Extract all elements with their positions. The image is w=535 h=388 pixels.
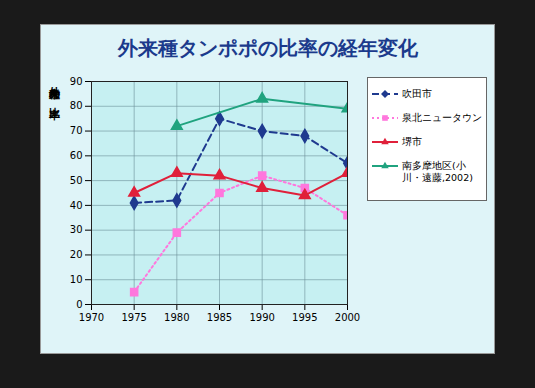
svg-text:1975: 1975 bbox=[121, 312, 146, 323]
svg-text:30: 30 bbox=[70, 224, 83, 235]
svg-text:1990: 1990 bbox=[249, 312, 274, 323]
svg-text:0: 0 bbox=[76, 299, 82, 310]
html-text:外来種の比率: 外来種の比率 bbox=[48, 77, 61, 102]
svg-text:10: 10 bbox=[70, 274, 83, 285]
html-text:吹田市: 吹田市 bbox=[402, 88, 432, 99]
html-text:泉北ニュータウン: 泉北ニュータウン bbox=[402, 112, 482, 123]
svg-text:1995: 1995 bbox=[292, 312, 317, 323]
svg-text:90: 90 bbox=[70, 76, 83, 87]
svg-text:70: 70 bbox=[70, 125, 83, 136]
html-text:堺市: 堺市 bbox=[402, 136, 422, 147]
svg-text:1985: 1985 bbox=[207, 312, 232, 323]
svg-text:60: 60 bbox=[70, 150, 83, 161]
svg-text:20: 20 bbox=[70, 249, 83, 260]
svg-text:2000: 2000 bbox=[335, 312, 360, 323]
svg-text:1970: 1970 bbox=[79, 312, 104, 323]
html-text:外来種タンポポの比率の経年変化: 外来種タンポポの比率の経年変化 bbox=[117, 36, 418, 60]
svg-text:50: 50 bbox=[70, 175, 83, 186]
svg-text:80: 80 bbox=[70, 100, 83, 111]
html-text:南多摩地区(小川・遠藤,2002): 南多摩地区(小川・遠藤,2002) bbox=[402, 160, 473, 183]
svg-text:1980: 1980 bbox=[164, 312, 189, 323]
svg-text:40: 40 bbox=[70, 200, 83, 211]
